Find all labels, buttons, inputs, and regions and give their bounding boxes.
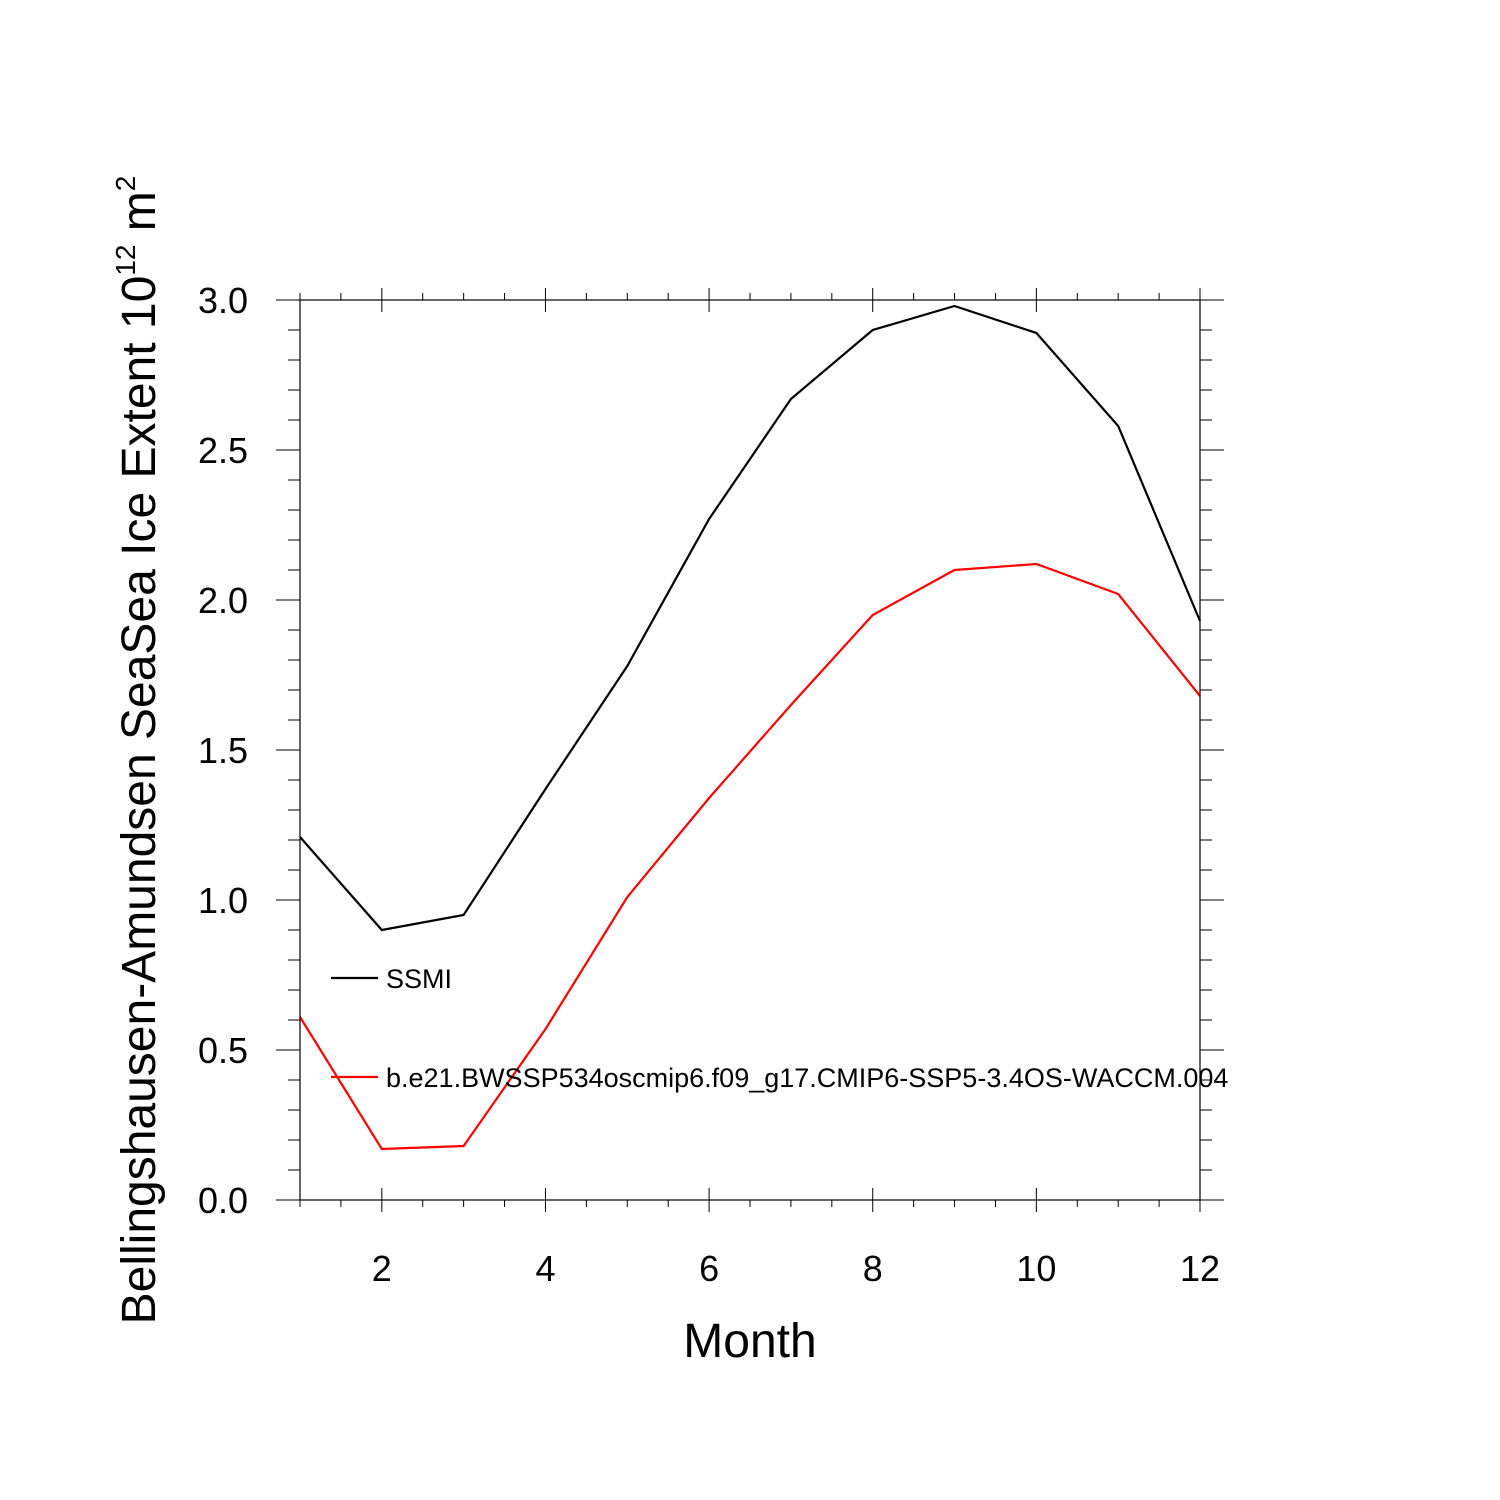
x-tick-label: 10 — [1016, 1248, 1056, 1289]
series-line-2 — [299, 562, 1201, 1151]
y-tick-label: 2.0 — [198, 580, 248, 621]
x-tick-label: 2 — [372, 1248, 392, 1289]
x-tick-label: 8 — [863, 1248, 883, 1289]
y-axis-label-exponent: 12 — [110, 245, 141, 276]
legend: SSMI b.e21.BWSSP534oscmip6.f09_g17.CMIP6-… — [331, 964, 1228, 1093]
y-tick-label: 3.0 — [198, 280, 248, 321]
series-line-1 — [299, 304, 1202, 932]
y-axis-label: Bellingshausen-Amundsen SeaSea Ice Exten… — [110, 176, 166, 1325]
y-tick-labels: 0.0 0.5 1.0 1.5 2.0 2.5 3.0 — [198, 280, 248, 1221]
y-axis-label-unit: m — [113, 191, 166, 244]
legend-label-2: b.e21.BWSSP534oscmip6.f09_g17.CMIP6-SSP5… — [386, 1063, 1228, 1093]
x-axis-label: Month — [683, 1315, 816, 1368]
y-tick-label: 1.0 — [198, 880, 248, 921]
series-lines — [299, 304, 1202, 1151]
y-tick-label: 1.5 — [198, 730, 248, 771]
y-axis-label-unit-exponent: 2 — [110, 176, 141, 192]
legend-label-1: SSMI — [386, 964, 452, 994]
y-tick-label: 0.0 — [198, 1180, 248, 1221]
y-tick-label: 2.5 — [198, 430, 248, 471]
x-tick-labels: 2 4 6 8 10 12 — [372, 1248, 1220, 1289]
plot-frame — [299, 299, 1201, 1201]
y-axis-label-main: Bellingshausen-Amundsen SeaSea Ice Exten… — [113, 276, 166, 1325]
y-tick-label: 0.5 — [198, 1030, 248, 1071]
x-tick-label: 6 — [699, 1248, 719, 1289]
x-tick-label: 12 — [1180, 1248, 1220, 1289]
x-tick-label: 4 — [535, 1248, 555, 1289]
